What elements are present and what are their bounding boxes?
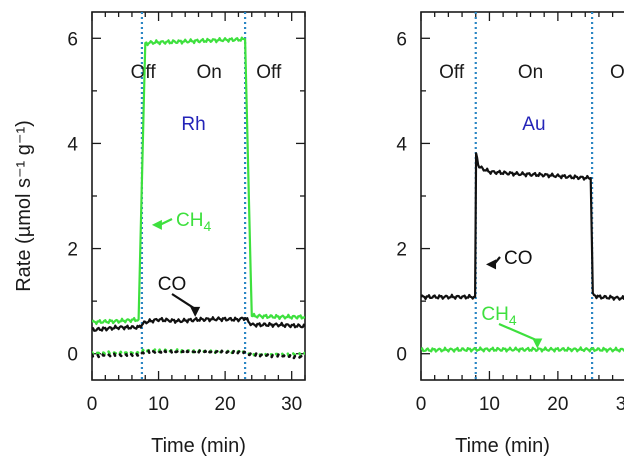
catalyst-label: Au (522, 114, 545, 135)
x-tick-label: 20 (215, 394, 236, 415)
y-tick-label: 2 (67, 240, 78, 261)
series-label-co: CO (504, 248, 533, 269)
series-label-subscript: 4 (203, 218, 211, 234)
y-tick-label: 4 (396, 134, 407, 155)
y-tick-label: 4 (67, 134, 78, 155)
x-axis-label: Time (min) (455, 435, 550, 457)
series-arrowhead-ch4 (151, 219, 162, 230)
series-line-co-dark (92, 349, 305, 360)
series-label-co: CO (158, 274, 187, 295)
series-arrowhead-co (190, 306, 201, 317)
x-tick-label: 20 (547, 394, 568, 415)
rh-panel: 0 10 20 30 0 2 4 6 Time (min) Rate (µmol s⁻¹ g⁻¹)… (13, 11, 306, 457)
series-line-co (421, 152, 624, 301)
x-axis-label: Time (min) (151, 435, 246, 457)
light-state-label: Off (439, 62, 465, 83)
series-arrow-ch4 (159, 218, 173, 226)
x-tick-label: 10 (148, 394, 169, 415)
y-tick-label: 6 (67, 29, 78, 50)
x-tick-label: 0 (416, 394, 427, 415)
light-state-label: On (518, 62, 543, 83)
light-state-label: Off (256, 62, 282, 83)
y-tick-label: 0 (396, 345, 407, 366)
x-tick-label: 0 (87, 394, 98, 415)
series-arrow-co (171, 293, 196, 310)
y-tick-label: 0 (67, 345, 78, 366)
series-arrowhead-ch4 (532, 338, 543, 349)
x-tick-label: 30 (616, 394, 624, 415)
series-line-ch4 (421, 346, 624, 353)
y-axis-label: Rate (µmol s⁻¹ g⁻¹) (13, 120, 35, 292)
x-tick-label: 10 (479, 394, 500, 415)
y-tick-label: 2 (396, 240, 407, 261)
series-line-ch4 (92, 36, 305, 326)
catalyst-label: Rh (181, 114, 205, 135)
series-arrow-ch4 (498, 322, 538, 342)
series-label-subscript: 4 (509, 312, 517, 328)
y-tick-label: 6 (396, 29, 407, 50)
series-arrowhead-co (486, 259, 497, 270)
x-tick-label: 30 (281, 394, 302, 415)
light-state-label: Off (610, 62, 624, 83)
series-label-ch4: CH4 (176, 210, 211, 234)
series-line-co (92, 316, 305, 332)
light-state-label: On (196, 62, 221, 83)
